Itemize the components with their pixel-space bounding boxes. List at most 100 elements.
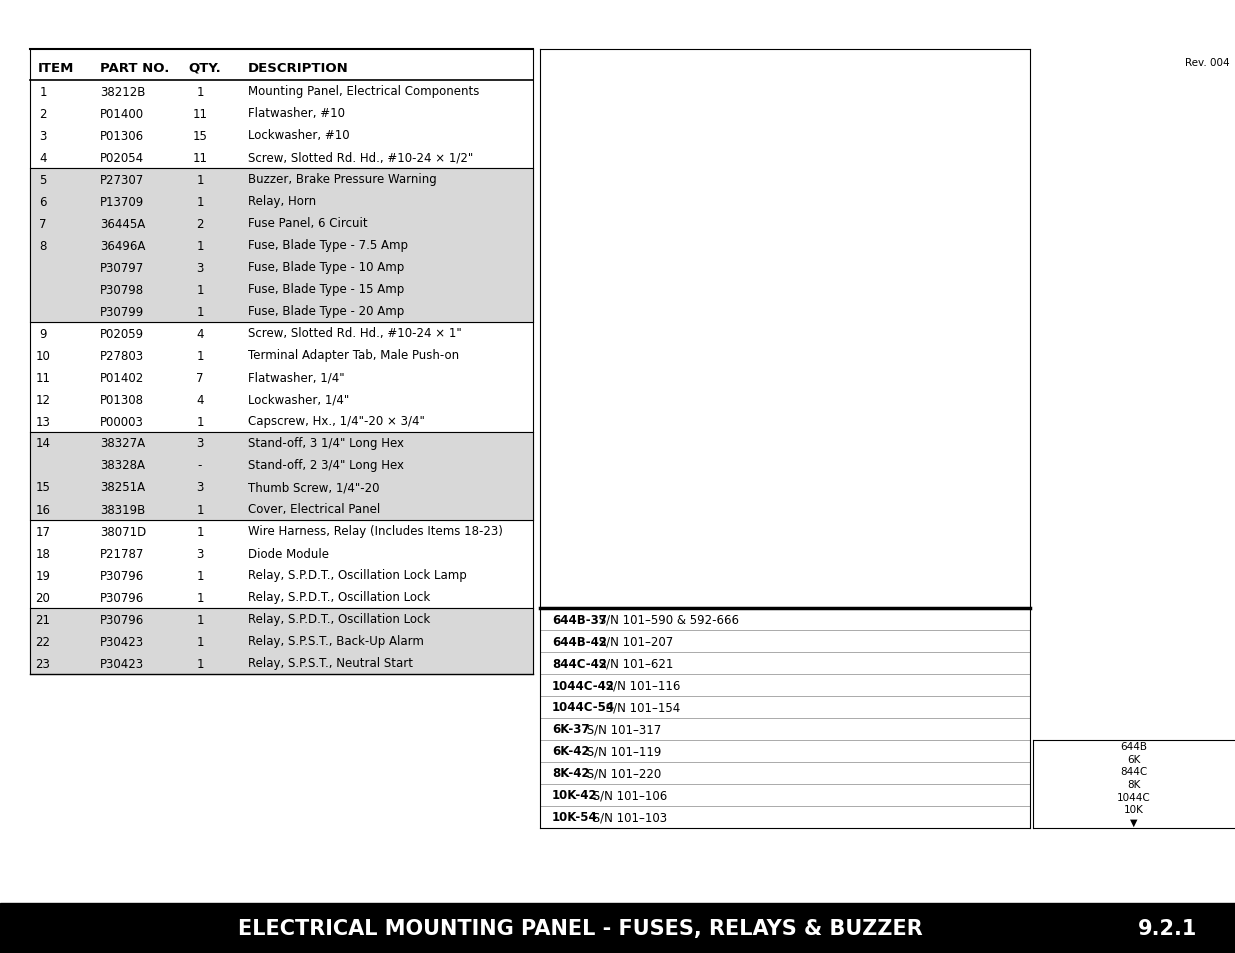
Text: P30797: P30797: [100, 261, 144, 274]
Text: 22: 22: [36, 635, 51, 648]
Text: 11: 11: [193, 152, 207, 164]
Text: 1: 1: [196, 569, 204, 582]
Text: 4: 4: [40, 152, 47, 164]
Text: Thumb Screw, 1/4"-20: Thumb Screw, 1/4"-20: [248, 481, 379, 494]
Text: 38251A: 38251A: [100, 481, 146, 494]
Bar: [30, 169, 534, 191]
Text: P30798: P30798: [100, 283, 144, 296]
Text: 17: 17: [36, 525, 51, 537]
Text: 1: 1: [196, 525, 204, 537]
Text: Capscrew, Hx., 1/4"-20 × 3/4": Capscrew, Hx., 1/4"-20 × 3/4": [248, 416, 425, 428]
Text: 16: 16: [36, 503, 51, 516]
Bar: [30, 630, 534, 652]
Text: 36496A: 36496A: [100, 239, 146, 253]
Text: ITEM: ITEM: [38, 61, 74, 74]
Text: 1: 1: [196, 613, 204, 626]
Text: Fuse Panel, 6 Circuit: Fuse Panel, 6 Circuit: [248, 217, 368, 231]
Text: Stand-off, 3 1/4" Long Hex: Stand-off, 3 1/4" Long Hex: [248, 437, 404, 450]
Text: Screw, Slotted Rd. Hd., #10-24 × 1/2": Screw, Slotted Rd. Hd., #10-24 × 1/2": [248, 152, 473, 164]
Text: 3: 3: [196, 547, 204, 560]
Text: 1: 1: [196, 195, 204, 209]
Text: 12: 12: [36, 393, 51, 406]
Text: 1: 1: [196, 349, 204, 362]
Text: 1: 1: [196, 503, 204, 516]
Text: 10K-42: 10K-42: [552, 789, 598, 801]
Text: 1: 1: [196, 283, 204, 296]
Text: 21: 21: [36, 613, 51, 626]
Text: 4: 4: [196, 327, 204, 340]
Text: 1: 1: [196, 635, 204, 648]
Text: S/N 101–220: S/N 101–220: [583, 767, 661, 780]
Text: 1044C: 1044C: [1118, 792, 1151, 801]
Text: 13: 13: [36, 416, 51, 428]
Text: Fuse, Blade Type - 15 Amp: Fuse, Blade Type - 15 Amp: [248, 283, 404, 296]
Bar: [30, 608, 534, 630]
Bar: [30, 301, 534, 323]
Text: P30423: P30423: [100, 657, 144, 670]
Text: Stand-off, 2 3/4" Long Hex: Stand-off, 2 3/4" Long Hex: [248, 459, 404, 472]
Text: 1: 1: [196, 305, 204, 318]
Text: 14: 14: [36, 437, 51, 450]
Text: Relay, S.P.D.T., Oscillation Lock Lamp: Relay, S.P.D.T., Oscillation Lock Lamp: [248, 569, 467, 582]
Text: 844C-42: 844C-42: [552, 657, 606, 670]
Text: 9: 9: [40, 327, 47, 340]
Text: 2: 2: [196, 217, 204, 231]
Text: 1: 1: [196, 173, 204, 186]
Text: ▼: ▼: [1130, 817, 1137, 827]
Text: Relay, S.P.S.T., Neutral Start: Relay, S.P.S.T., Neutral Start: [248, 657, 412, 670]
Text: P21787: P21787: [100, 547, 144, 560]
Text: 644B-37: 644B-37: [552, 613, 606, 626]
Text: 4: 4: [196, 393, 204, 406]
Text: S/N 101–119: S/N 101–119: [583, 744, 662, 758]
Text: 10: 10: [36, 349, 51, 362]
Text: Fuse, Blade Type - 7.5 Amp: Fuse, Blade Type - 7.5 Amp: [248, 239, 408, 253]
Text: Diode Module: Diode Module: [248, 547, 329, 560]
Text: Mounting Panel, Electrical Components: Mounting Panel, Electrical Components: [248, 86, 479, 98]
Text: Rev. 004: Rev. 004: [1186, 58, 1230, 68]
Text: 1044C-54: 1044C-54: [552, 700, 615, 714]
Text: 3: 3: [196, 437, 204, 450]
Text: 36445A: 36445A: [100, 217, 146, 231]
Text: Terminal Adapter Tab, Male Push-on: Terminal Adapter Tab, Male Push-on: [248, 349, 459, 362]
Text: 8K-42: 8K-42: [552, 767, 589, 780]
Text: 10K: 10K: [1124, 804, 1144, 814]
Text: Fuse, Blade Type - 10 Amp: Fuse, Blade Type - 10 Amp: [248, 261, 404, 274]
Text: 6K-42: 6K-42: [552, 744, 589, 758]
Text: S/N 101–154: S/N 101–154: [601, 700, 679, 714]
Text: 38212B: 38212B: [100, 86, 146, 98]
Text: 20: 20: [36, 591, 51, 604]
Text: Relay, Horn: Relay, Horn: [248, 195, 316, 209]
Text: 10K-54: 10K-54: [552, 811, 598, 823]
Text: 2: 2: [40, 108, 47, 120]
Text: P01308: P01308: [100, 393, 144, 406]
Bar: [0, 903, 1235, 953]
Text: 644B: 644B: [1120, 741, 1147, 752]
Text: 1: 1: [196, 657, 204, 670]
Text: P00003: P00003: [100, 416, 143, 428]
Text: DESCRIPTION: DESCRIPTION: [248, 61, 348, 74]
Text: 9.2.1: 9.2.1: [1137, 918, 1197, 938]
Text: 844C: 844C: [1120, 766, 1147, 777]
Text: 7: 7: [196, 371, 204, 384]
Bar: [30, 256, 534, 278]
Text: 19: 19: [36, 569, 51, 582]
Text: S/N 101–590 & 592-666: S/N 101–590 & 592-666: [595, 613, 740, 626]
Text: P01400: P01400: [100, 108, 144, 120]
Text: 8K: 8K: [1128, 780, 1141, 789]
Text: Wire Harness, Relay (Includes Items 18-23): Wire Harness, Relay (Includes Items 18-2…: [248, 525, 503, 537]
Text: 1044C-42: 1044C-42: [552, 679, 615, 692]
Bar: [30, 213, 534, 234]
Text: QTY.: QTY.: [188, 61, 221, 74]
Text: 38071D: 38071D: [100, 525, 146, 537]
Text: P30796: P30796: [100, 569, 144, 582]
Text: 11: 11: [193, 108, 207, 120]
Text: ELECTRICAL MOUNTING PANEL - FUSES, RELAYS & BUZZER: ELECTRICAL MOUNTING PANEL - FUSES, RELAY…: [238, 918, 923, 938]
Text: 8: 8: [40, 239, 47, 253]
Text: 11: 11: [36, 371, 51, 384]
Text: 5: 5: [40, 173, 47, 186]
Text: S/N 101–116: S/N 101–116: [601, 679, 680, 692]
Text: S/N 101–103: S/N 101–103: [589, 811, 667, 823]
Text: 38328A: 38328A: [100, 459, 144, 472]
Text: 3: 3: [196, 481, 204, 494]
Bar: [30, 498, 534, 520]
